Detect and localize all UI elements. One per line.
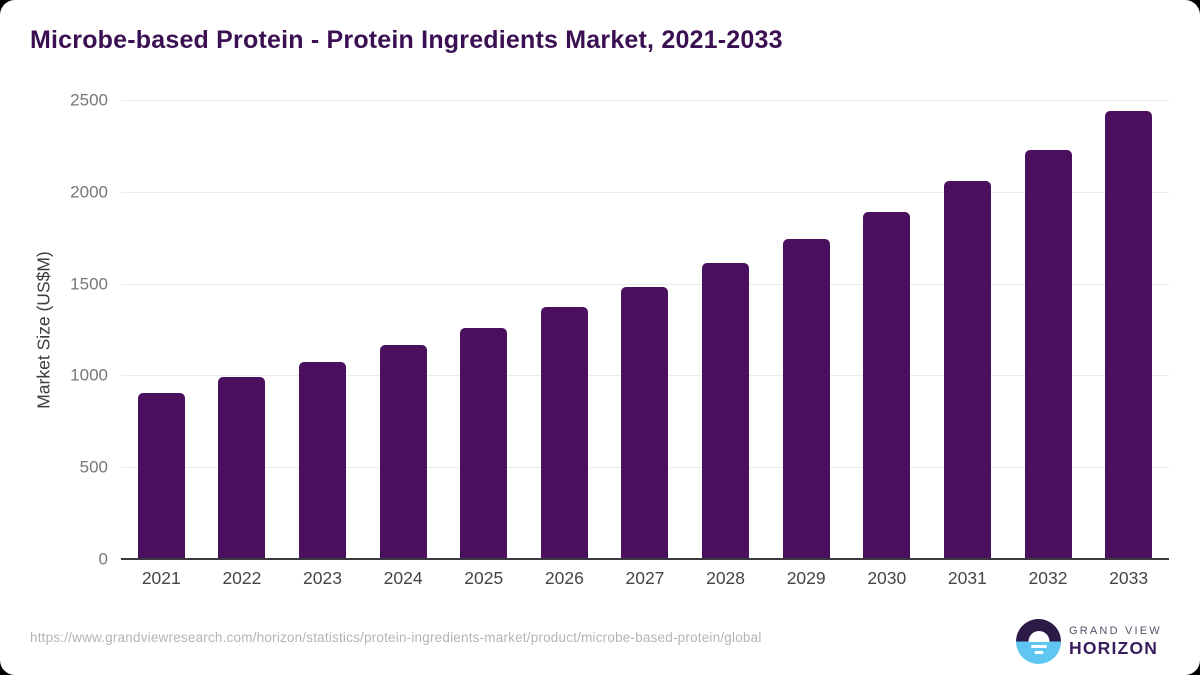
y-axis-ticks: 0 500 1000 1500 2000 2500 [0,92,108,568]
bars-container [121,100,1169,559]
bar-2021[interactable] [137,392,185,559]
bar-2023[interactable] [299,361,347,559]
bar-2024[interactable] [379,345,427,559]
grand-view-horizon-logo: GRAND VIEW HORIZON [1016,619,1162,664]
x-axis-ticks: 2021 2022 2023 2024 2025 2026 2027 2028 2029 2030… [121,568,1169,589]
y-tick-label-1500: 1500 [70,274,108,294]
y-tick-label-0: 0 [98,549,108,569]
chart-title: Microbe-based Protein - Protein Ingredie… [30,26,783,54]
plot-area [121,100,1169,560]
x-tick-label-2028: 2028 [706,568,746,588]
x-tick-label-2032: 2032 [1028,568,1068,588]
y-tick-label-2500: 2500 [70,90,108,110]
x-tick-label-2031: 2031 [947,568,987,588]
logo-text-grand-view: GRAND VIEW [1069,625,1162,638]
bar-2025[interactable] [460,327,508,559]
x-axis-line [121,558,1169,560]
y-tick-label-2000: 2000 [70,182,108,202]
horizon-sun-icon [1016,619,1061,664]
bar-2022[interactable] [218,377,266,559]
bar-2026[interactable] [540,307,588,559]
bar-2028[interactable] [702,263,750,559]
gridline-2500 [121,100,1169,101]
x-tick-label-2030: 2030 [867,568,907,588]
source-url: https://www.grandviewresearch.com/horizo… [30,630,762,645]
bar-2031[interactable] [943,180,991,559]
x-tick-label-2021: 2021 [141,568,181,588]
bar-2027[interactable] [621,287,669,559]
x-tick-label-2027: 2027 [625,568,665,588]
logo-text: GRAND VIEW HORIZON [1069,625,1162,658]
y-tick-label-1000: 1000 [70,365,108,385]
x-tick-label-2024: 2024 [383,568,423,588]
bar-2033[interactable] [1105,111,1153,559]
y-tick-label-500: 500 [79,457,108,477]
gridline-2000 [121,191,1169,193]
x-tick-label-2022: 2022 [222,568,262,588]
sun-shape [1028,630,1049,642]
bar-2030[interactable] [863,212,911,559]
x-tick-label-2029: 2029 [786,568,826,588]
gridline-1500 [121,283,1169,285]
bar-2032[interactable] [1024,149,1072,559]
sun-reflection-line-2 [1034,650,1043,655]
x-tick-label-2023: 2023 [303,568,342,588]
x-tick-label-2025: 2025 [464,568,504,588]
bar-2029[interactable] [782,238,830,559]
x-tick-label-2033: 2033 [1109,568,1149,588]
logo-text-horizon: HORIZON [1069,637,1159,658]
sun-reflection-line-1 [1030,644,1047,649]
x-tick-label-2026: 2026 [544,568,584,588]
